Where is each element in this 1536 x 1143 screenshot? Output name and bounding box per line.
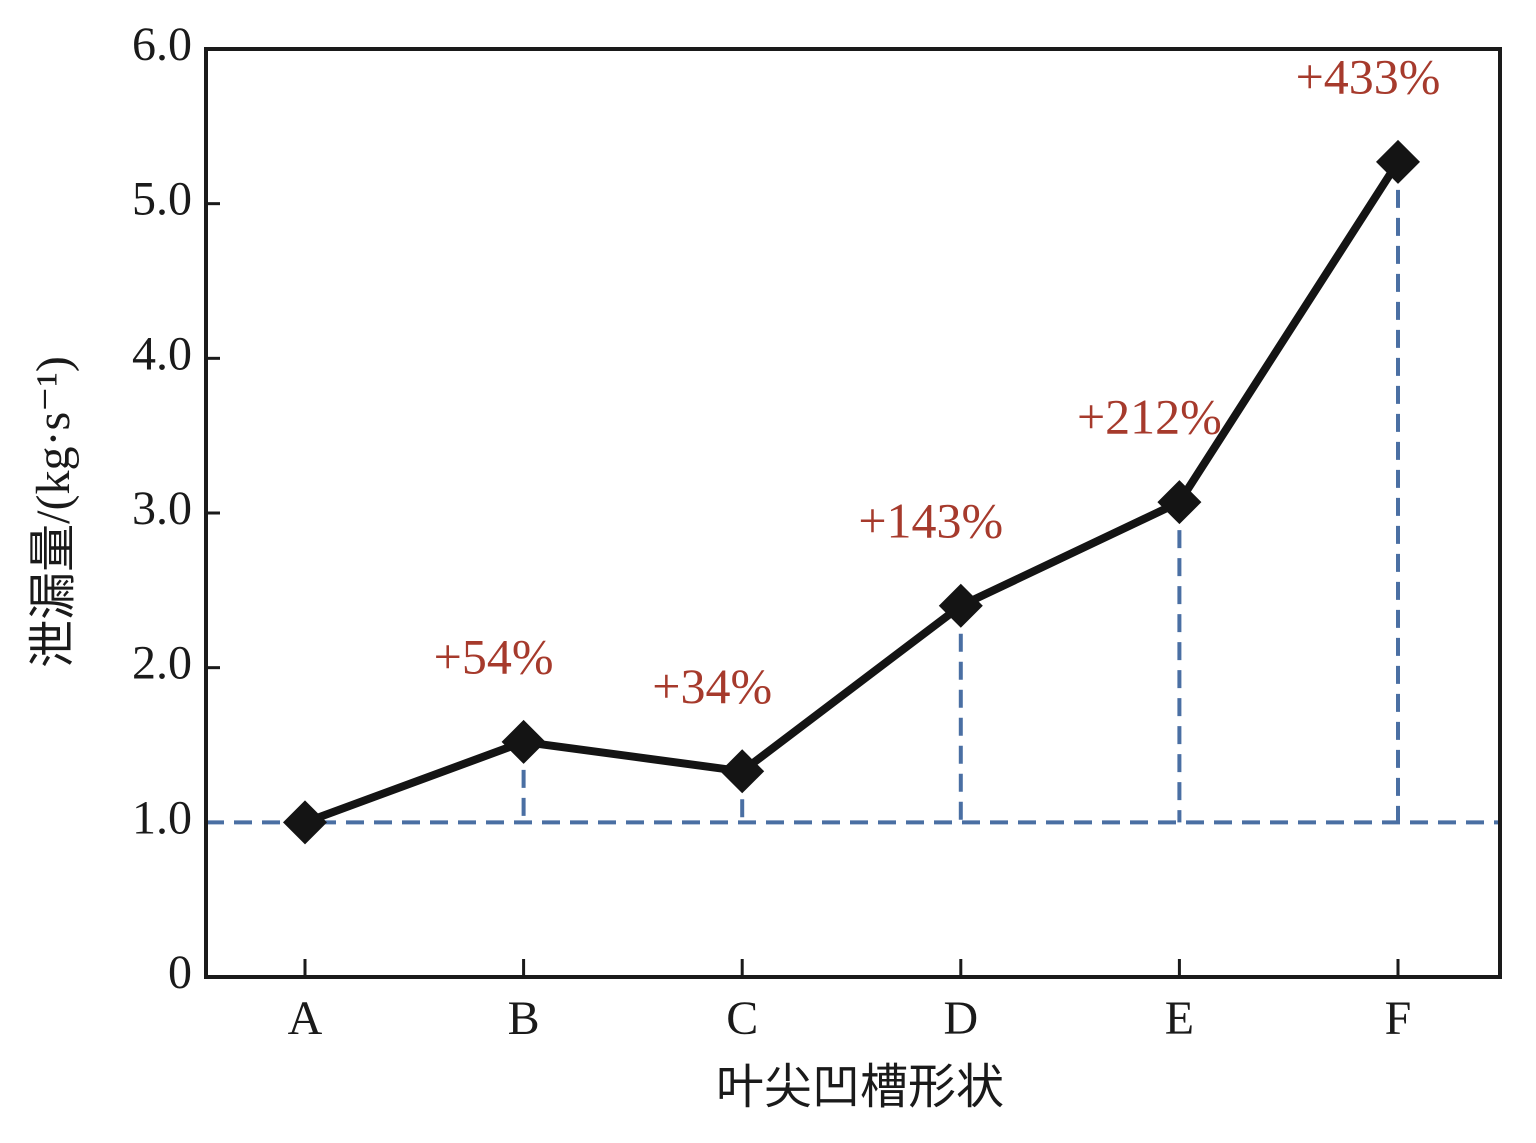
data-point: [283, 800, 327, 845]
annotation: +143%: [858, 492, 1003, 548]
y-tick-label: 4.0: [132, 327, 192, 380]
data-point: [938, 583, 983, 628]
data-point: [720, 749, 765, 794]
data-point: [501, 719, 546, 764]
y-tick-label: 0: [168, 946, 192, 999]
plot-frame: [204, 47, 1502, 979]
x-tick-label: E: [1165, 992, 1194, 1045]
y-tick-label: 1.0: [132, 791, 192, 844]
data-point: [1376, 139, 1420, 184]
x-tick-label: D: [943, 992, 978, 1045]
x-axis-label: 叶尖凹槽形状: [716, 1061, 1004, 1114]
annotation: +433%: [1296, 48, 1441, 104]
data-line: [303, 159, 1402, 827]
y-tick-label: 2.0: [132, 637, 192, 690]
x-tick-label: C: [726, 992, 758, 1045]
x-tick-label: B: [508, 992, 540, 1045]
annotation: +34%: [652, 658, 772, 714]
y-tick-label: 3.0: [132, 482, 192, 535]
y-tick-label: 5.0: [132, 173, 192, 226]
annotation: +212%: [1077, 389, 1222, 445]
data-point: [1157, 480, 1202, 525]
y-axis-label: 泄漏量/(kg·s⁻¹): [27, 356, 80, 668]
y-tick-label: 6.0: [132, 18, 192, 71]
x-tick-label: F: [1385, 992, 1412, 1045]
annotation: +54%: [434, 628, 554, 684]
x-tick-label: A: [288, 992, 323, 1045]
